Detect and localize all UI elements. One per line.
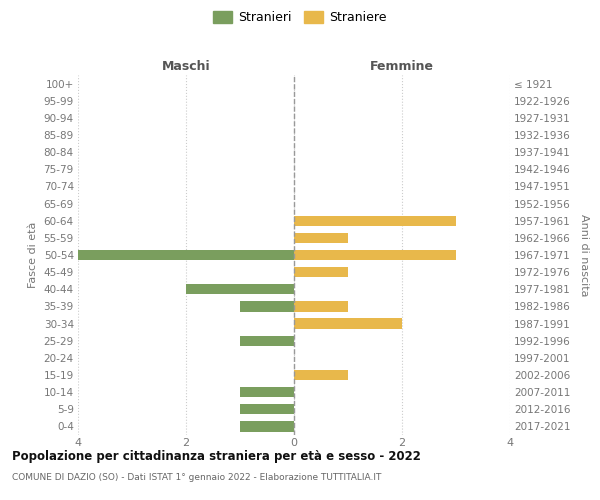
Bar: [294, 370, 348, 380]
Y-axis label: Fasce di età: Fasce di età: [28, 222, 38, 288]
Bar: [294, 216, 456, 226]
Bar: [240, 387, 294, 398]
Bar: [294, 302, 348, 312]
Bar: [240, 404, 294, 414]
Bar: [294, 318, 402, 328]
Bar: [294, 267, 348, 278]
Bar: [78, 250, 294, 260]
Y-axis label: Anni di nascita: Anni di nascita: [579, 214, 589, 296]
Bar: [294, 232, 348, 243]
Bar: [294, 250, 456, 260]
Legend: Stranieri, Straniere: Stranieri, Straniere: [208, 6, 392, 29]
Bar: [186, 284, 294, 294]
Text: Popolazione per cittadinanza straniera per età e sesso - 2022: Popolazione per cittadinanza straniera p…: [12, 450, 421, 463]
Text: COMUNE DI DAZIO (SO) - Dati ISTAT 1° gennaio 2022 - Elaborazione TUTTITALIA.IT: COMUNE DI DAZIO (SO) - Dati ISTAT 1° gen…: [12, 472, 382, 482]
Text: Femmine: Femmine: [370, 60, 434, 72]
Text: Maschi: Maschi: [161, 60, 211, 72]
Bar: [240, 336, 294, 346]
Bar: [240, 422, 294, 432]
Bar: [240, 302, 294, 312]
